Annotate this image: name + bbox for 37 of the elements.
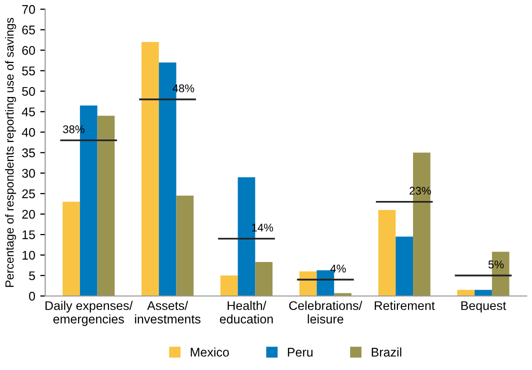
y-tick-label: 60 [22, 46, 36, 55]
y-axis-title: Percentage of respondents reporting use of savings [5, 18, 16, 287]
y-tick-label: 10 [22, 250, 36, 260]
y-tick-label: 15 [22, 230, 35, 240]
bar [255, 262, 273, 296]
bar [299, 271, 317, 296]
y-tick-label: 30 [22, 168, 36, 178]
y-tick-label: 55 [22, 66, 35, 76]
bar [457, 290, 475, 296]
y-tick-label: 65 [22, 26, 35, 34]
legend-label: Mexico [190, 347, 229, 357]
bar [142, 42, 159, 296]
legend-label: Peru [288, 348, 312, 357]
y-tick-label: 70 [22, 5, 36, 14]
x-tick-label: Retirement [374, 300, 435, 310]
x-tick-label: Celebrations/ leisure [289, 300, 362, 324]
bar [176, 196, 194, 296]
x-tick-label: Bequest [461, 301, 506, 313]
bar [62, 202, 80, 296]
bar [220, 276, 238, 296]
bar [97, 116, 115, 296]
y-tick-label: 5 [29, 271, 35, 280]
ref-line-label: 4% [330, 264, 346, 272]
y-tick-label: 40 [22, 128, 36, 137]
bar [378, 210, 396, 296]
y-tick-label: 50 [22, 86, 36, 96]
x-tick-label: Assets/ investments [135, 300, 200, 324]
y-tick-label: 35 [22, 148, 35, 158]
y-tick-label: 0 [29, 292, 36, 301]
x-tick-label: Health/ education [220, 300, 273, 324]
legend-label: Brazil [372, 347, 402, 357]
bar [396, 236, 414, 296]
y-tick-label: 25 [22, 189, 35, 198]
x-tick-label: Daily expenses/ emergencies [46, 300, 133, 326]
y-tick-label: 20 [22, 210, 36, 219]
bar [474, 290, 492, 296]
y-tick-label: 45 [22, 108, 35, 116]
